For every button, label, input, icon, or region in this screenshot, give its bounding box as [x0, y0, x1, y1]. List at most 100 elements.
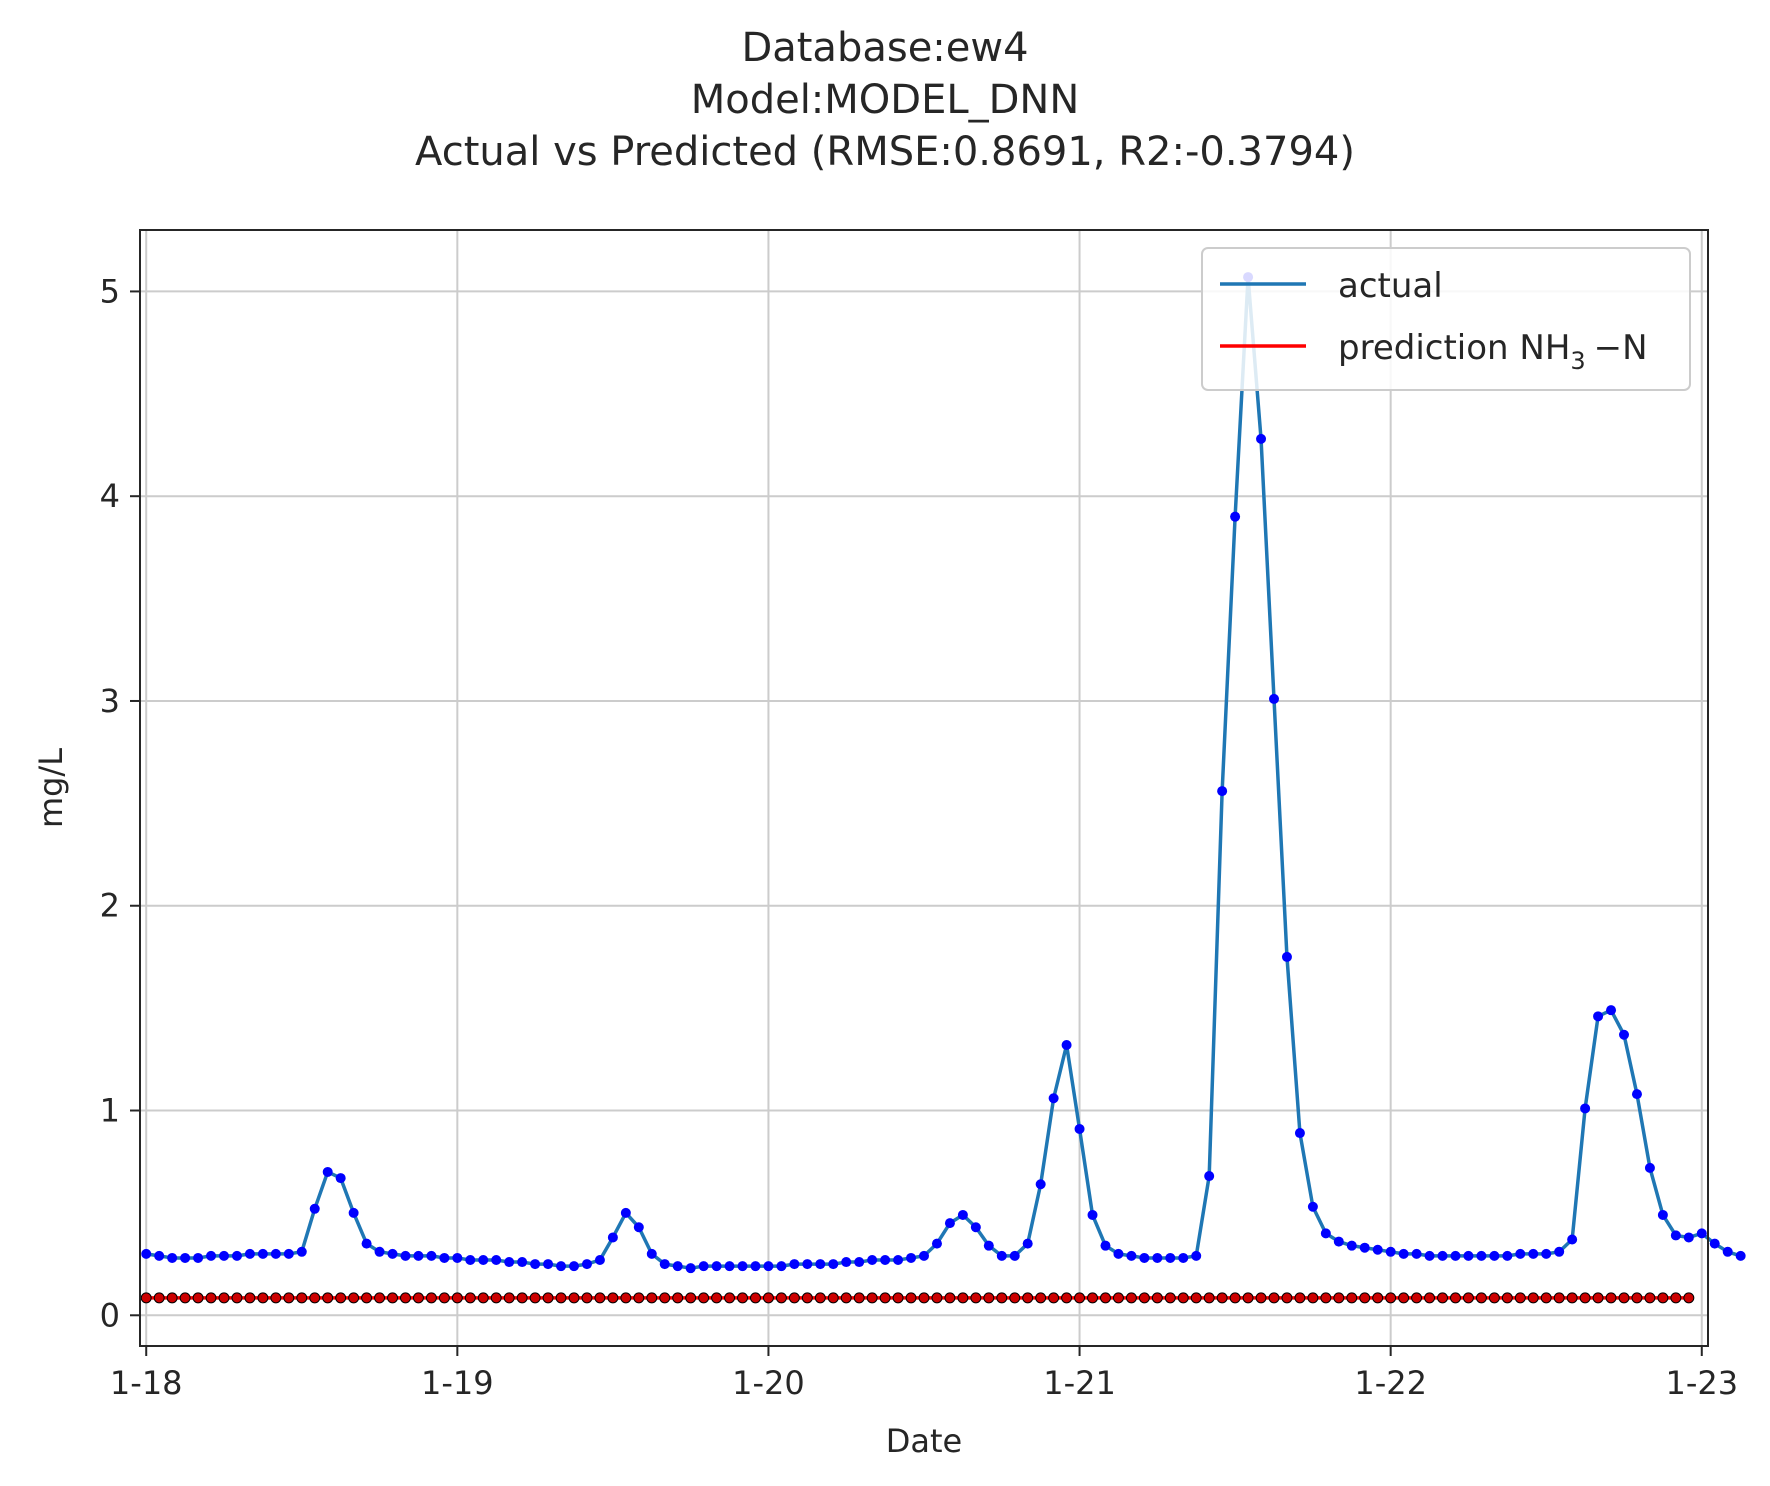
actual-point: [737, 1261, 748, 1272]
actual-point: [944, 1218, 955, 1229]
prediction-point: [270, 1292, 282, 1304]
prediction-point: [555, 1292, 567, 1304]
actual-point: [1528, 1248, 1539, 1259]
prediction-point: [931, 1292, 943, 1304]
actual-point: [594, 1254, 605, 1265]
prediction-point: [957, 1292, 969, 1304]
actual-point: [478, 1254, 489, 1265]
prediction-point: [464, 1292, 476, 1304]
prediction-point: [322, 1292, 334, 1304]
prediction-point: [257, 1292, 269, 1304]
actual-point: [1074, 1123, 1085, 1134]
prediction-point: [1670, 1292, 1682, 1304]
prediction-point: [1074, 1292, 1086, 1304]
prediction-point: [866, 1292, 878, 1304]
prediction-point: [1164, 1292, 1176, 1304]
prediction-point: [296, 1292, 308, 1304]
prediction-point: [1359, 1292, 1371, 1304]
actual-point: [1515, 1248, 1526, 1259]
actual-point: [1398, 1248, 1409, 1259]
prediction-point: [879, 1292, 891, 1304]
prediction-point: [348, 1292, 360, 1304]
prediction-point: [1087, 1292, 1099, 1304]
actual-point: [361, 1238, 372, 1249]
actual-point: [633, 1222, 644, 1233]
prediction-point: [581, 1292, 593, 1304]
actual-point: [283, 1248, 294, 1259]
prediction-point: [1294, 1292, 1306, 1304]
prediction-point: [594, 1292, 606, 1304]
actual-point: [906, 1252, 917, 1263]
actual-series-line: [145, 275, 1742, 1270]
prediction-point: [1138, 1292, 1150, 1304]
actual-point: [996, 1250, 1007, 1261]
x-tick-label: 1-18: [110, 1364, 183, 1402]
actual-point: [1554, 1246, 1565, 1257]
prediction-point: [1048, 1292, 1060, 1304]
prediction-point: [1527, 1292, 1539, 1304]
actual-point: [841, 1257, 852, 1268]
prediction-point: [283, 1292, 295, 1304]
actual-point: [919, 1250, 930, 1261]
prediction-point: [1281, 1292, 1293, 1304]
actual-point: [983, 1240, 994, 1251]
chart-title-line-2: Model:MODEL_DNN: [690, 77, 1080, 123]
y-tick-label: 5: [100, 272, 120, 310]
prediction-point: [853, 1292, 865, 1304]
x-tick-label: 1-19: [421, 1364, 494, 1402]
prediction-point: [840, 1292, 852, 1304]
prediction-point: [749, 1292, 761, 1304]
prediction-point: [399, 1292, 411, 1304]
actual-point: [815, 1259, 826, 1270]
x-tick-label: 1-23: [1665, 1364, 1738, 1402]
actual-point: [1372, 1244, 1383, 1255]
actual-point: [556, 1261, 567, 1272]
y-tick-label: 2: [100, 887, 120, 925]
prediction-point: [1514, 1292, 1526, 1304]
prediction-point: [1437, 1292, 1449, 1304]
prediction-point: [1644, 1292, 1656, 1304]
actual-point: [1606, 1005, 1617, 1016]
actual-point: [1035, 1179, 1046, 1190]
prediction-point: [970, 1292, 982, 1304]
actual-point: [659, 1259, 670, 1270]
prediction-point: [1385, 1292, 1397, 1304]
prediction-point: [775, 1292, 787, 1304]
actual-point: [1346, 1240, 1357, 1251]
prediction-point: [918, 1292, 930, 1304]
actual-point: [193, 1252, 204, 1263]
actual-point: [1100, 1240, 1111, 1251]
actual-point: [646, 1248, 657, 1259]
actual-point: [1709, 1238, 1720, 1249]
actual-point: [1567, 1234, 1578, 1245]
prediction-point: [1553, 1292, 1565, 1304]
actual-point: [931, 1238, 942, 1249]
prediction-point: [801, 1292, 813, 1304]
actual-point: [1619, 1029, 1630, 1040]
actual-point: [270, 1248, 281, 1259]
actual-point: [1139, 1252, 1150, 1263]
actual-point: [504, 1257, 515, 1268]
actual-point: [1670, 1230, 1681, 1241]
actual-point: [1256, 433, 1267, 444]
legend-prediction-subscript: 3: [1570, 347, 1585, 375]
actual-point: [957, 1209, 968, 1220]
actual-point: [1087, 1209, 1098, 1220]
actual-point: [1502, 1250, 1513, 1261]
actual-point: [1230, 511, 1241, 522]
prediction-point: [542, 1292, 554, 1304]
actual-point: [698, 1261, 709, 1272]
actual-point: [776, 1261, 787, 1272]
prediction-point: [1462, 1292, 1474, 1304]
actual-point: [1385, 1246, 1396, 1257]
actual-point: [1009, 1250, 1020, 1261]
prediction-point: [166, 1292, 178, 1304]
prediction-point: [1346, 1292, 1358, 1304]
prediction-point: [516, 1292, 528, 1304]
actual-point: [1476, 1250, 1487, 1261]
prediction-point: [1566, 1292, 1578, 1304]
series-layer: [140, 272, 1746, 1304]
x-tick-label: 1-20: [732, 1364, 805, 1402]
x-tick-label: 1-21: [1043, 1364, 1116, 1402]
